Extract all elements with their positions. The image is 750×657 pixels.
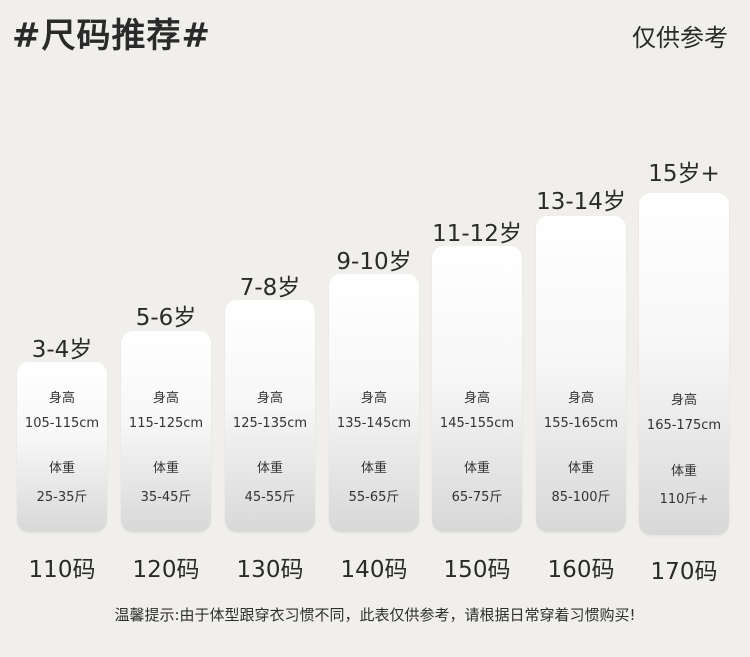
weight-label: 体重 — [256, 461, 283, 476]
height-label: 身高 — [48, 391, 75, 406]
age-label: 3-4岁 — [31, 337, 93, 363]
age-label: 13-14岁 — [536, 189, 626, 215]
weight-range: 85-100斤 — [551, 490, 611, 505]
size-label: 170码 — [650, 559, 718, 585]
height-label: 身高 — [256, 391, 283, 406]
age-label: 11-12岁 — [432, 221, 522, 247]
page-title: #尺码推荐# — [12, 16, 211, 56]
size-label: 120码 — [132, 557, 200, 583]
height-range: 115-125cm — [128, 416, 204, 431]
size-label: 150码 — [443, 557, 511, 583]
age-label: 9-10岁 — [336, 249, 412, 275]
age-label: 15岁+ — [648, 161, 720, 187]
size-card: 身高 115-125cm 体重 35-45斤 — [121, 331, 211, 532]
weight-label: 体重 — [463, 461, 490, 476]
height-range: 145-155cm — [439, 416, 515, 431]
height-label: 身高 — [670, 393, 697, 408]
height-range: 105-115cm — [24, 416, 100, 431]
age-label: 5-6岁 — [135, 305, 197, 331]
height-label: 身高 — [567, 391, 594, 406]
size-card: 身高 135-145cm 体重 55-65斤 — [329, 274, 419, 532]
weight-range: 45-55斤 — [244, 490, 296, 505]
weight-label: 体重 — [48, 461, 75, 476]
height-range: 165-175cm — [646, 418, 722, 433]
height-range: 135-145cm — [336, 416, 412, 431]
height-label: 身高 — [463, 391, 490, 406]
height-range: 155-165cm — [543, 416, 619, 431]
size-label: 160码 — [547, 557, 615, 583]
size-card: 身高 125-135cm 体重 45-55斤 — [225, 300, 315, 532]
weight-label: 体重 — [152, 461, 179, 476]
reference-note: 仅供参考 — [632, 24, 728, 52]
size-card: 身高 145-155cm 体重 65-75斤 — [432, 246, 522, 532]
age-label: 7-8岁 — [239, 275, 301, 301]
weight-range: 35-45斤 — [140, 490, 192, 505]
weight-label: 体重 — [670, 464, 697, 479]
weight-range: 55-65斤 — [348, 490, 400, 505]
size-label: 130码 — [236, 557, 304, 583]
size-label: 140码 — [340, 557, 408, 583]
size-card: 身高 165-175cm 体重 110斤+ — [639, 193, 729, 535]
height-label: 身高 — [152, 391, 179, 406]
weight-label: 体重 — [360, 461, 387, 476]
weight-range: 25-35斤 — [36, 490, 88, 505]
weight-label: 体重 — [567, 461, 594, 476]
height-range: 125-135cm — [232, 416, 308, 431]
size-label: 110码 — [28, 557, 96, 583]
height-label: 身高 — [360, 391, 387, 406]
weight-range: 65-75斤 — [451, 490, 503, 505]
size-card: 身高 155-165cm 体重 85-100斤 — [536, 216, 626, 532]
weight-range: 110斤+ — [659, 492, 709, 507]
footer-tip: 温馨提示:由于体型跟穿衣习惯不同，此表仅供参考，请根据日常穿着习惯购买! — [114, 606, 636, 624]
size-card: 身高 105-115cm 体重 25-35斤 — [17, 362, 107, 532]
